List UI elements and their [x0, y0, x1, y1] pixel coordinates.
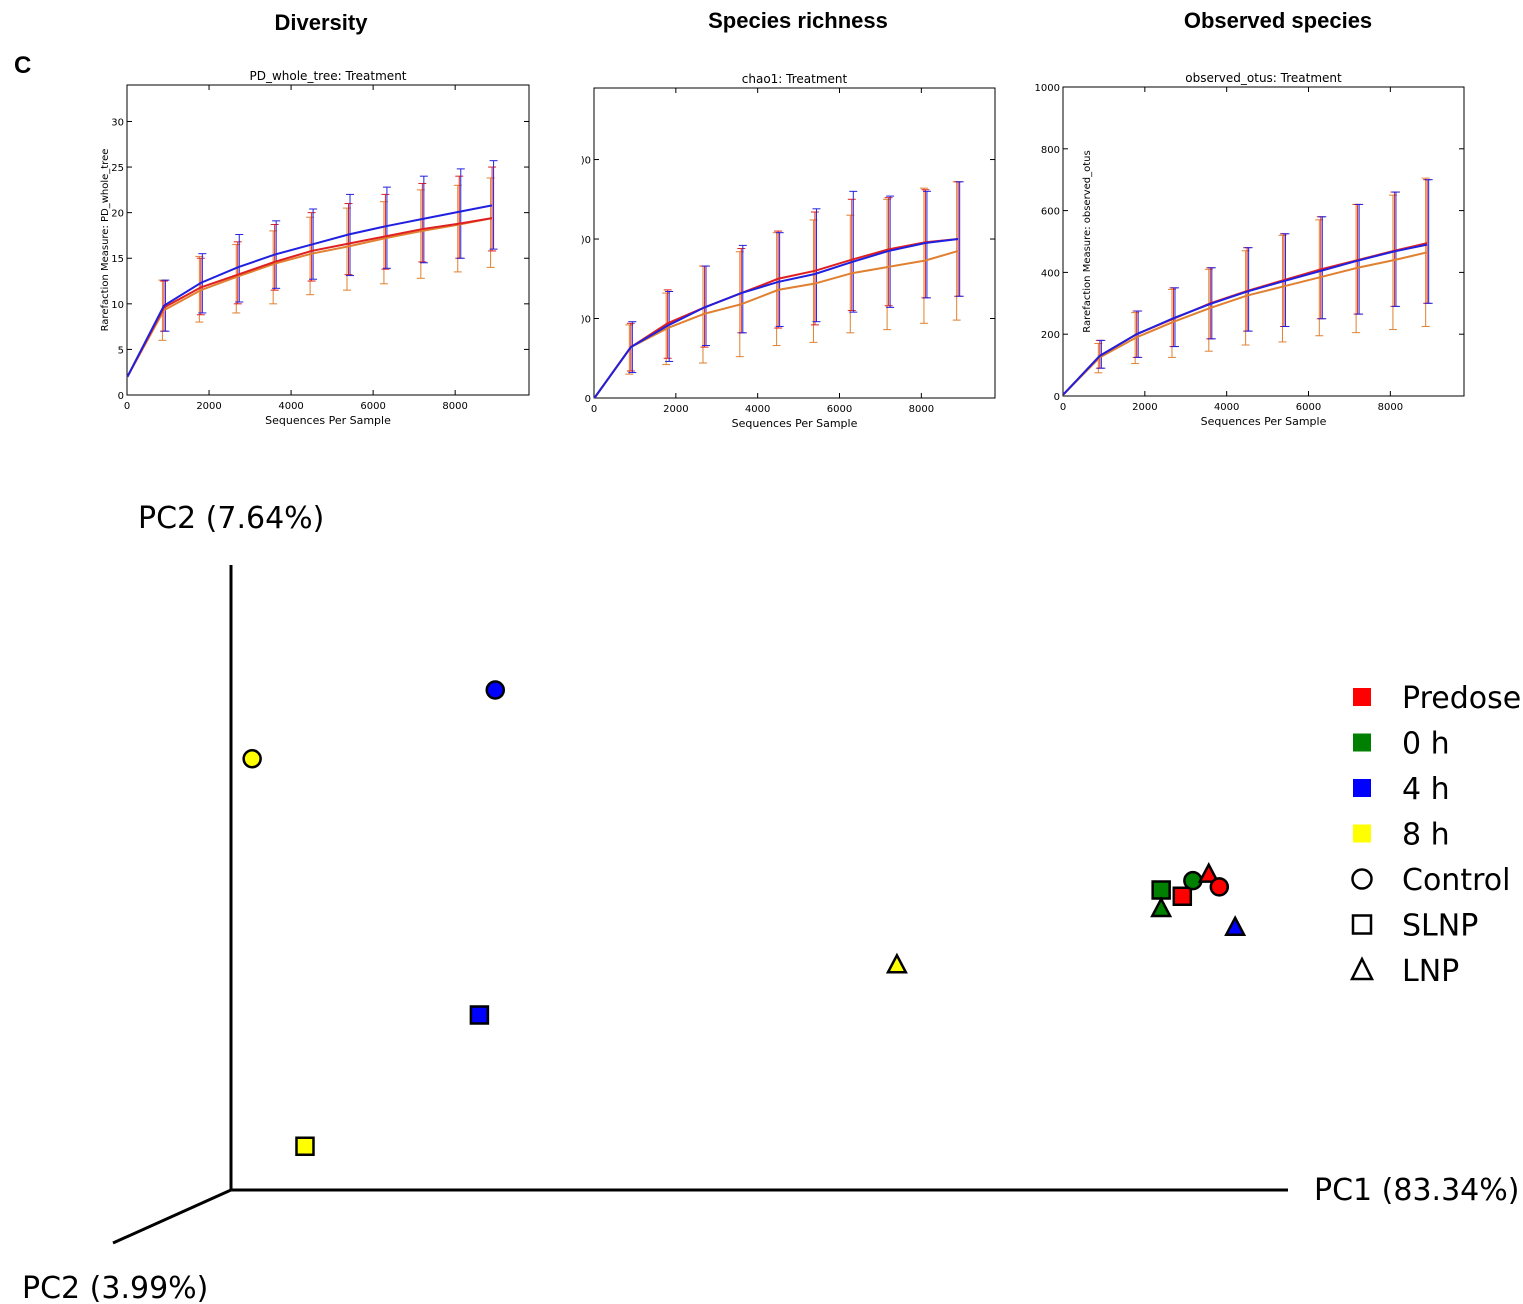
- x-tick-label: 8000: [909, 404, 934, 415]
- plot-frame: [1062, 86, 1465, 397]
- heading-species-richness: Species richness: [708, 8, 888, 33]
- data-point-predose-square: [1172, 886, 1193, 906]
- legend-label: 0 h: [1402, 727, 1450, 762]
- rarefaction-chart-chao1: chao1: Treatment Sequences Per Sample 0 200…: [581, 72, 996, 430]
- chart-title: chao1: Treatment: [742, 72, 848, 86]
- x-tick-label: 6000: [360, 401, 385, 412]
- legend-triangle-icon: [1349, 956, 1375, 981]
- legend-label: 8 h: [1402, 818, 1450, 853]
- x-tick-label: 6000: [827, 404, 852, 415]
- data-point-predose-circle: [1209, 877, 1230, 897]
- series-line: [126, 217, 493, 378]
- y-tick-label: 30: [111, 117, 124, 128]
- y-tick-label: 25: [111, 163, 124, 174]
- series-line: [1062, 243, 1428, 396]
- x-axis-label: Sequences Per Sample: [732, 417, 858, 430]
- pca-plot: PC2 (7.64%) PC1 (83.34%) PC2 (3.99%) Predos…: [22, 501, 1521, 1304]
- rarefaction-chart-observed-otus: observed_otus: Treatment Sequences Per Sa…: [1035, 71, 1465, 428]
- legend-swatch: [1353, 824, 1371, 843]
- legend-label: 4 h: [1402, 772, 1450, 807]
- data-point-8-h-triangle: [885, 952, 908, 974]
- y-axis-label: Rarefaction Measure: PD_whole_tree: [100, 149, 111, 332]
- series-line: [126, 217, 493, 378]
- legend-square-icon: [1351, 914, 1373, 935]
- y-tick-label: )0: [581, 235, 591, 246]
- y-tick-label: 20: [111, 209, 124, 220]
- series-line: [1062, 251, 1428, 396]
- plot-frame: [593, 87, 996, 399]
- y-tick-label: 200: [1041, 330, 1060, 341]
- panel-letter: C: [14, 52, 32, 79]
- y-tick-label: 5: [118, 345, 124, 356]
- x-tick-label: 4000: [745, 404, 770, 415]
- y-tick-label: 600: [1041, 207, 1060, 218]
- x-tick-label: 2000: [196, 401, 221, 412]
- y-tick-label: 0: [585, 394, 591, 405]
- y-tick-label: 10: [111, 300, 124, 311]
- pc1-axis-label: PC1 (83.34%): [1314, 1173, 1519, 1208]
- y-tick-label: 15: [111, 254, 124, 265]
- chart-title: PD_whole_tree: Treatment: [249, 69, 406, 83]
- series-line: [593, 238, 959, 399]
- legend-label: Predose: [1402, 681, 1521, 716]
- x-tick-label: 8000: [1378, 402, 1403, 413]
- pc3-axis-label: PC2 (3.99%): [22, 1271, 208, 1304]
- x-axis-label: Sequences Per Sample: [265, 414, 391, 427]
- series-line: [126, 204, 493, 378]
- x-tick-label: 6000: [1296, 402, 1321, 413]
- legend-swatch: [1353, 688, 1371, 706]
- pc2-axis-label: PC2 (7.64%): [138, 501, 324, 536]
- y-tick-label: 0: [118, 391, 124, 402]
- data-point-4-h-circle: [485, 680, 505, 700]
- legend-label: Control: [1402, 863, 1510, 898]
- data-point-4-h-square: [469, 1005, 490, 1025]
- x-tick-label: 4000: [278, 401, 303, 412]
- data-point-4-h-triangle: [1224, 915, 1247, 937]
- legend-label: SLNP: [1402, 909, 1478, 944]
- x-tick-label: 0: [124, 401, 130, 412]
- legend-swatch: [1353, 733, 1371, 752]
- legend-swatch: [1353, 779, 1371, 797]
- x-axis-label: Sequences Per Sample: [1201, 415, 1327, 428]
- y-tick-label: 400: [1041, 268, 1060, 279]
- y-tick-label: 1000: [1035, 83, 1060, 94]
- y-tick-label: )0: [581, 156, 591, 167]
- pc3-axis: [112, 1188, 232, 1245]
- heading-observed-species: Observed species: [1183, 8, 1373, 33]
- legend-circle-icon: [1351, 868, 1373, 890]
- y-axis-label: Rarefaction Measure: observed_otus: [1082, 150, 1093, 332]
- x-tick-label: 2000: [663, 404, 688, 415]
- data-point-predose-triangle: [1197, 862, 1220, 883]
- data-point-0-h-triangle: [1150, 896, 1173, 918]
- chart-title: observed_otus: Treatment: [1185, 71, 1342, 85]
- data-point-8-h-circle: [242, 749, 262, 769]
- data-point-0-h-circle: [1183, 870, 1203, 891]
- x-tick-label: 0: [591, 404, 597, 415]
- legend-label: LNP: [1402, 954, 1459, 989]
- x-tick-label: 4000: [1214, 402, 1239, 413]
- rarefaction-chart-pd-whole-tree: PD_whole_tree: Treatment Sequences Per Sa…: [100, 69, 530, 427]
- x-tick-label: 0: [1060, 402, 1066, 413]
- y-tick-label: 800: [1041, 145, 1060, 156]
- heading-diversity: Diversity: [274, 10, 368, 35]
- series-line: [593, 249, 959, 399]
- x-tick-label: 8000: [442, 401, 467, 412]
- y-tick-label: )0: [581, 315, 591, 326]
- data-point-0-h-square: [1151, 880, 1171, 900]
- y-tick-label: 0: [1054, 392, 1060, 403]
- series-line: [593, 238, 959, 399]
- data-point-8-h-square: [295, 1136, 315, 1156]
- x-tick-label: 2000: [1132, 402, 1157, 413]
